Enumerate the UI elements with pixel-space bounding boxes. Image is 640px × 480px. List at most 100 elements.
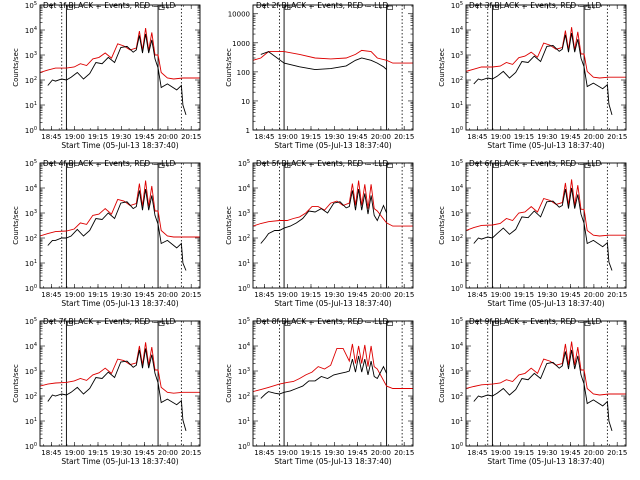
plot-frame [39,320,201,447]
y-tick-label: 105 [238,317,250,326]
plot-frame [465,4,627,131]
marker-flag [493,5,499,10]
y-tick-label: 101 [25,417,37,426]
plot-frame [252,320,414,447]
y-tick-label: 1 [246,127,250,135]
y-tick-label: 104 [451,26,463,35]
panel-det-1: 100 101 102 103 104 105 18:45 19:00 19:15 19:30 19… [12,1,201,150]
x-tick-label: 19:45 [135,291,155,299]
events-series-line [260,355,388,399]
x-axis-label: Start Time (05-Jul-13 18:37:40) [274,141,391,150]
y-tick-label: 10000 [228,11,250,19]
lld-series-line [253,49,413,64]
marker-flag [584,321,591,326]
y-tick-label: 1000 [232,40,250,48]
panel-title: Det 8f BLACK = Events, RED = LLD [256,317,389,326]
x-tick-label: 18:45 [41,449,61,457]
y-tick-label: 101 [25,101,37,110]
x-tick-label: 19:45 [348,133,368,141]
marker-flag [493,321,499,326]
y-tick-label: 100 [25,126,37,135]
y-tick-label: 101 [451,259,463,268]
x-tick-label: 19:00 [491,291,511,299]
x-tick-label: 19:15 [88,291,108,299]
x-tick-label: 19:30 [324,133,344,141]
x-tick-label: 19:30 [111,449,131,457]
y-tick-label: 103 [25,367,37,376]
x-tick-label: 19:45 [561,449,581,457]
y-axis-label: Counts/sec [12,364,20,403]
lld-series-line [253,343,413,393]
panel-title: Det 5f BLACK = Events, RED = LLD [256,159,389,168]
lld-series-line [40,27,200,80]
x-tick-label: 20:15 [181,133,201,141]
panel-title: Det 3f BLACK = Events, RED = LLD [469,1,602,10]
x-axis-label: Start Time (05-Jul-13 18:37:40) [487,457,604,466]
marker-flag [67,163,73,168]
x-tick-label: 19:30 [537,133,557,141]
y-tick-label: 103 [451,209,463,218]
x-tick-label: 19:15 [301,133,321,141]
y-tick-label: 100 [451,284,463,293]
y-axis-label: Counts/sec [225,48,233,87]
y-tick-label: 103 [25,209,37,218]
x-tick-label: 19:45 [561,291,581,299]
x-tick-label: 20:00 [371,133,391,141]
y-tick-label: 101 [238,417,250,426]
y-tick-label: 105 [451,317,463,326]
events-series-line [260,51,387,71]
x-tick-label: 19:15 [514,133,534,141]
plot-frame [252,4,414,131]
y-tick-label: 103 [451,367,463,376]
y-tick-label: 104 [238,184,250,193]
x-tick-label: 20:15 [607,449,627,457]
y-tick-label: 102 [238,234,250,243]
x-tick-label: 19:00 [278,291,298,299]
x-tick-label: 18:45 [254,449,274,457]
marker-flag [387,5,393,10]
y-axis-label: Counts/sec [438,364,446,403]
y-axis-label: Counts/sec [438,206,446,245]
x-tick-label: 19:00 [65,291,85,299]
marker-flag [67,321,73,326]
events-series-line [47,348,187,432]
marker-flag [284,321,291,326]
lld-series-line [40,342,200,394]
y-tick-label: 102 [451,234,463,243]
events-series-line [47,189,187,271]
x-axis-label: Start Time (05-Jul-13 18:37:40) [487,299,604,308]
x-tick-label: 20:00 [584,449,604,457]
y-tick-label: 102 [25,234,37,243]
plot-frame [252,162,414,289]
x-tick-label: 20:00 [158,291,178,299]
marker-flag [387,321,393,326]
y-tick-label: 104 [451,342,463,351]
events-series-line [473,33,613,116]
y-tick-label: 103 [451,51,463,60]
x-tick-label: 19:45 [135,449,155,457]
y-axis-label: Counts/sec [12,206,20,245]
panel-det-6: 100 101 102 103 104 105 18:45 19:00 19:15 19:30 19… [438,159,627,308]
panel-det-4: 100 101 102 103 104 105 18:45 19:00 19:15 19:30 19… [12,159,201,308]
x-tick-label: 19:15 [514,291,534,299]
x-tick-label: 18:45 [41,133,61,141]
y-axis-label: Counts/sec [12,48,20,87]
x-tick-label: 20:00 [158,133,178,141]
panel-title: Det 2f BLACK = Events, RED = LLD [256,1,389,10]
x-tick-label: 19:30 [111,133,131,141]
y-tick-label: 100 [238,284,250,293]
plot-frame [465,320,627,447]
y-tick-label: 100 [237,69,250,77]
x-tick-label: 18:45 [41,291,61,299]
x-tick-label: 20:15 [394,449,414,457]
marker-flag [158,321,165,326]
marker-flag [158,5,165,10]
x-tick-label: 20:00 [584,133,604,141]
x-axis-label: Start Time (05-Jul-13 18:37:40) [61,141,178,150]
y-tick-label: 103 [238,209,250,218]
y-tick-label: 105 [451,159,463,168]
x-tick-label: 20:00 [158,449,178,457]
y-tick-label: 104 [238,342,250,351]
y-tick-label: 101 [451,101,463,110]
